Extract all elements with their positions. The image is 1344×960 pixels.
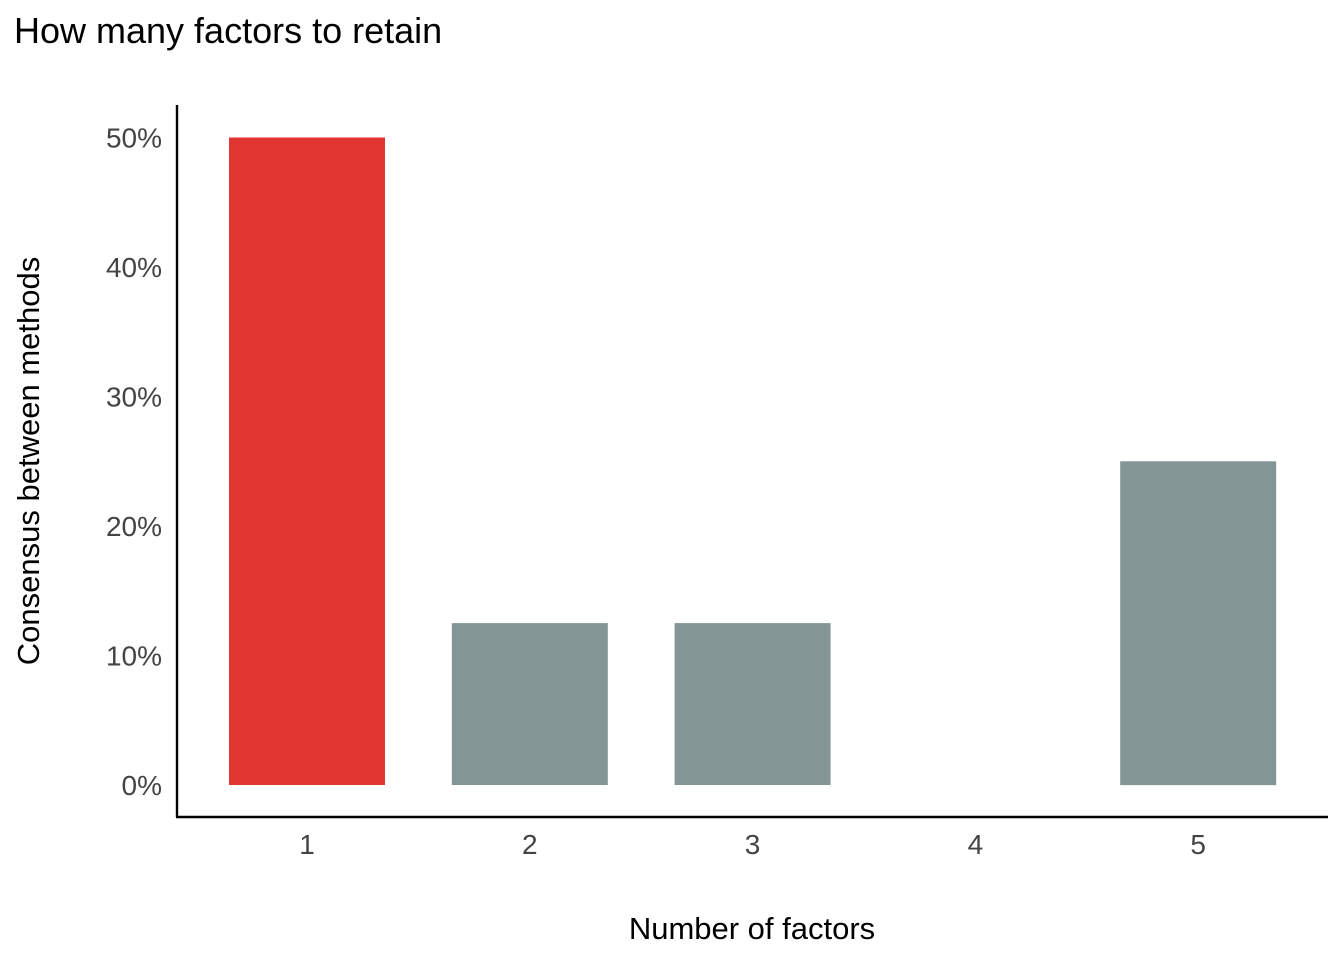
y-tick-label: 50% — [106, 123, 162, 154]
y-tick-label: 30% — [106, 382, 162, 413]
bar-2 — [451, 623, 608, 785]
bars-layer — [229, 137, 1277, 786]
x-axis-title: Number of factors — [629, 911, 875, 946]
y-tick-label: 20% — [106, 511, 162, 542]
y-tick-label: 40% — [106, 252, 162, 283]
y-tick-labels: 0% 10% 20% 30% 40% 50% — [106, 123, 162, 802]
bar-1 — [229, 137, 385, 785]
chart-title: How many factors to retain — [14, 10, 443, 51]
bar-3 — [674, 623, 831, 785]
bar-5 — [1120, 461, 1277, 786]
y-tick-label: 0% — [122, 770, 162, 801]
x-tick-label: 4 — [968, 829, 984, 860]
x-tick-label: 5 — [1190, 829, 1206, 860]
y-tick-label: 10% — [106, 641, 162, 672]
x-tick-label: 3 — [745, 829, 761, 860]
x-tick-label: 1 — [299, 829, 315, 860]
x-tick-label: 2 — [522, 829, 538, 860]
y-axis-title: Consensus between methods — [11, 257, 46, 665]
x-tick-labels: 1 2 3 4 5 — [299, 829, 1206, 860]
